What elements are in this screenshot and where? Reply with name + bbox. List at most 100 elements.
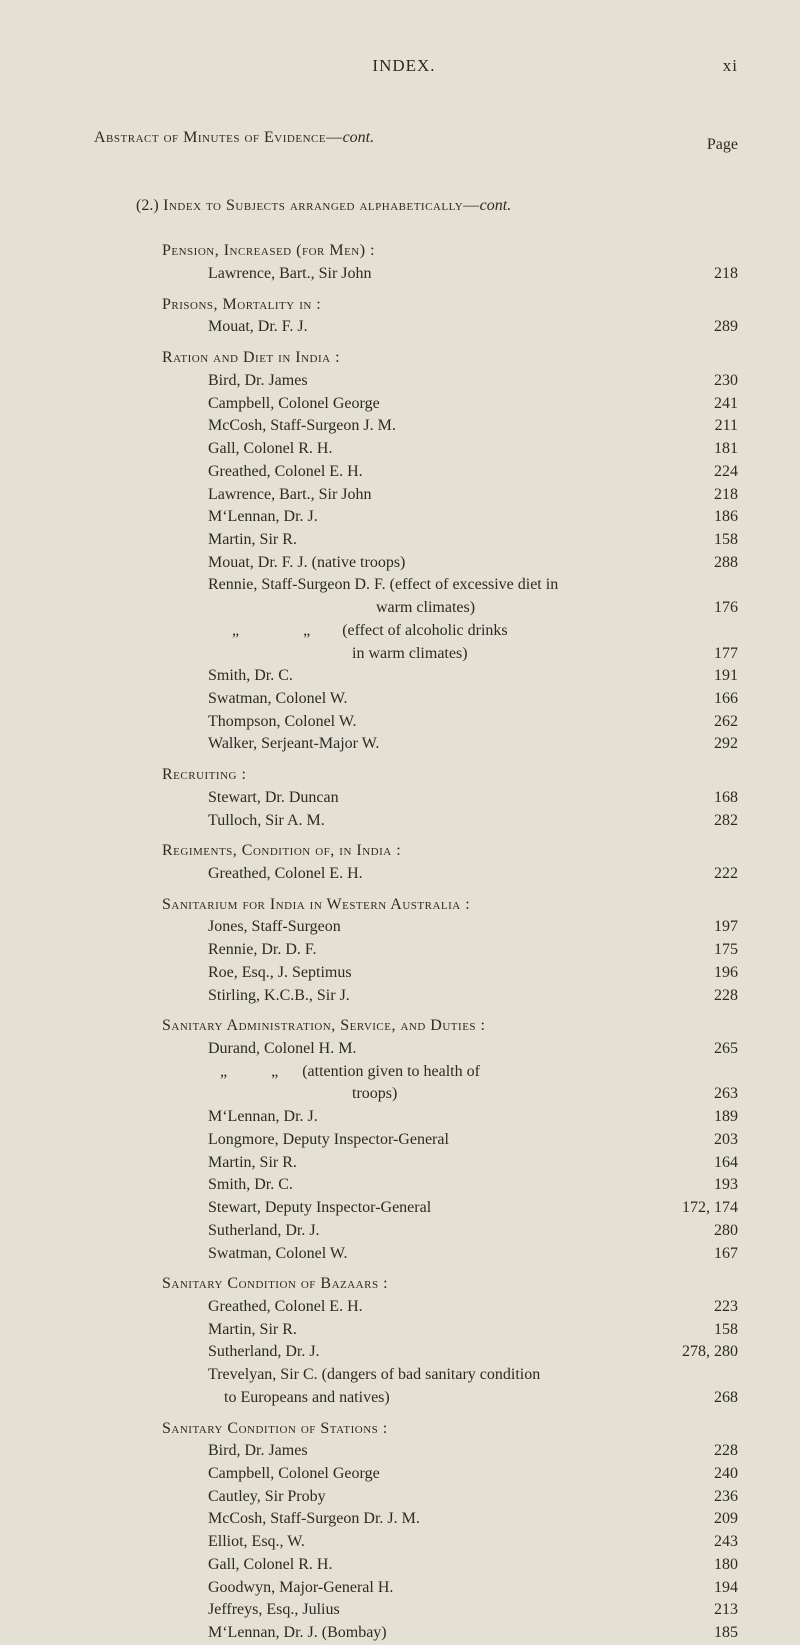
index-entry: M‘Lennan, Dr. J.189 [70, 1106, 738, 1129]
entry-label: M‘Lennan, Dr. J. [208, 1106, 318, 1129]
section-heading-text: Regiments, Condition of, in India : [162, 840, 401, 863]
index-entry: Elliot, Esq., W. 243 [70, 1531, 738, 1554]
entry-page-number: 289 [674, 316, 738, 339]
index-entry: Bird, Dr. James230 [70, 370, 738, 393]
heading-index-subjects-text: (2.) Index to Subjects arranged alphabet… [112, 172, 511, 240]
section-heading: Sanitary Condition of Stations : [70, 1418, 738, 1441]
entry-label: Goodwyn, Major-General H. [208, 1577, 393, 1600]
section-heading: Recruiting : [70, 764, 738, 787]
entry-label: Smith, Dr. C. [208, 665, 293, 688]
entry-label: Walker, Serjeant-Major W. [208, 733, 379, 756]
index-entry: Cautley, Sir Proby 236 [70, 1486, 738, 1509]
entry-label: Cautley, Sir Proby [208, 1486, 326, 1509]
entry-page-number: 158 [674, 1319, 738, 1342]
index-entry: Thompson, Colonel W.262 [70, 711, 738, 734]
index-page: INDEX. xi Page Abstract of Minutes of Ev… [70, 56, 738, 1645]
index-entry: Roe, Esq., J. Septimus196 [70, 962, 738, 985]
entry-label: Greathed, Colonel E. H. [208, 863, 363, 886]
index-entry: Jeffreys, Esq., Julius213 [70, 1599, 738, 1622]
entry-page-number: 268 [674, 1387, 738, 1410]
index-entry: Smith, Dr. C.193 [70, 1174, 738, 1197]
index-entry: Greathed, Colonel E. H.222 [70, 863, 738, 886]
entry-label: Smith, Dr. C. [208, 1174, 293, 1197]
index-entry: Campbell, Colonel George240 [70, 1463, 738, 1486]
index-entry: „ „ (attention given to health of [70, 1061, 738, 1084]
section-heading: Prisons, Mortality in : [70, 294, 738, 317]
entry-page-number: 175 [674, 939, 738, 962]
heading-abstract-text: Abstract of Minutes of Evidence—cont. [70, 104, 374, 172]
entry-label: Roe, Esq., J. Septimus [208, 962, 352, 985]
entry-page-number: 288 [674, 552, 738, 575]
heading-abstract-rest: of Minutes of Evidence— [159, 129, 343, 146]
heading-index-num: (2.) [136, 197, 159, 214]
entry-label: Jeffreys, Esq., Julius [208, 1599, 340, 1622]
entry-page-number: 168 [674, 787, 738, 810]
section-heading: Regiments, Condition of, in India : [70, 840, 738, 863]
index-entry: Lawrence, Bart., Sir John218 [70, 484, 738, 507]
entry-page-number: 228 [674, 1440, 738, 1463]
entry-label: Stirling, K.C.B., Sir J. [208, 985, 350, 1008]
entry-page-number: 180 [674, 1554, 738, 1577]
entry-page-number: 197 [674, 916, 738, 939]
heading-abstract-tail: cont. [343, 129, 375, 146]
entry-page-number: 185 [674, 1622, 738, 1645]
entry-page-number: 203 [674, 1129, 738, 1152]
index-entry: Goodwyn, Major-General H.194 [70, 1577, 738, 1600]
index-entry: Greathed, Colonel E. H.223 [70, 1296, 738, 1319]
entry-label: Trevelyan, Sir C. (dangers of bad sanita… [208, 1364, 540, 1387]
entry-label: warm climates) [208, 597, 475, 620]
entry-page-number: 278, 280 [674, 1341, 738, 1364]
entry-label: Greathed, Colonel E. H. [208, 1296, 363, 1319]
entry-label: M‘Lennan, Dr. J. [208, 506, 318, 529]
section-heading: Pension, Increased (for Men) : [70, 240, 738, 263]
entry-label: Swatman, Colonel W. [208, 688, 348, 711]
entry-label: Mouat, Dr. F. J. [208, 316, 308, 339]
entry-page-number: 172, 174 [674, 1197, 738, 1220]
entry-page-number: 243 [674, 1531, 738, 1554]
index-entry: Gall, Colonel R. H.181 [70, 438, 738, 461]
section-heading-text: Recruiting : [162, 764, 246, 787]
index-entry: „ „ (effect of alcoholic drinks [70, 620, 738, 643]
section-heading-text: Sanitary Condition of Stations : [162, 1418, 388, 1441]
section-heading: Ration and Diet in India : [70, 347, 738, 370]
index-entry: in warm climates)177 [70, 643, 738, 666]
index-entry: Bird, Dr. James228 [70, 1440, 738, 1463]
index-entries: Pension, Increased (for Men) : Lawrence, … [70, 240, 738, 1644]
index-entry: Durand, Colonel H. M.265 [70, 1038, 738, 1061]
entry-label: Rennie, Staff-Surgeon D. F. (effect of e… [208, 574, 558, 597]
entry-page-number: 191 [674, 665, 738, 688]
section-heading-text: Pension, Increased (for Men) : [162, 240, 375, 263]
section-heading-text: Prisons, Mortality in : [162, 294, 321, 317]
entry-page-number: 181 [674, 438, 738, 461]
entry-label: Campbell, Colonel George [208, 1463, 380, 1486]
heading-index-tail: cont. [480, 197, 512, 214]
index-entry: Sutherland, Dr. J.280 [70, 1220, 738, 1243]
entry-page-number: 236 [674, 1486, 738, 1509]
entry-page-number: 176 [674, 597, 738, 620]
index-entry: McCosh, Staff-Surgeon Dr. J. M.209 [70, 1508, 738, 1531]
entry-label: Gall, Colonel R. H. [208, 1554, 332, 1577]
entry-label: „ „ (effect of alcoholic drinks [208, 620, 508, 643]
section-heading-text: Ration and Diet in India : [162, 347, 340, 370]
entry-label: Rennie, Dr. D. F. [208, 939, 317, 962]
entry-label: Elliot, Esq., W. [208, 1531, 305, 1554]
entry-label: Greathed, Colonel E. H. [208, 461, 363, 484]
entry-page-number: 230 [674, 370, 738, 393]
index-entry: troops)263 [70, 1083, 738, 1106]
entry-page-number: 282 [674, 810, 738, 833]
group-gap [70, 1007, 738, 1015]
section-heading: Sanitary Condition of Bazaars : [70, 1273, 738, 1296]
index-entry: Martin, Sir R.164 [70, 1152, 738, 1175]
entry-page-number: 186 [674, 506, 738, 529]
section-heading-text: Sanitary Condition of Bazaars : [162, 1273, 388, 1296]
entry-label: Martin, Sir R. [208, 1319, 297, 1342]
entry-label: Swatman, Colonel W. [208, 1243, 348, 1266]
running-head: INDEX. xi [70, 56, 738, 76]
index-entry: Stewart, Deputy Inspector-General 172, 17… [70, 1197, 738, 1220]
entry-label: Martin, Sir R. [208, 1152, 297, 1175]
entry-label: Stewart, Deputy Inspector-General [208, 1197, 431, 1220]
index-entry: warm climates) 176 [70, 597, 738, 620]
index-entry: Tulloch, Sir A. M.282 [70, 810, 738, 833]
index-entry: Stirling, K.C.B., Sir J.228 [70, 985, 738, 1008]
heading-index-rest: Index to Subjects arranged alphabeticall… [159, 197, 480, 214]
